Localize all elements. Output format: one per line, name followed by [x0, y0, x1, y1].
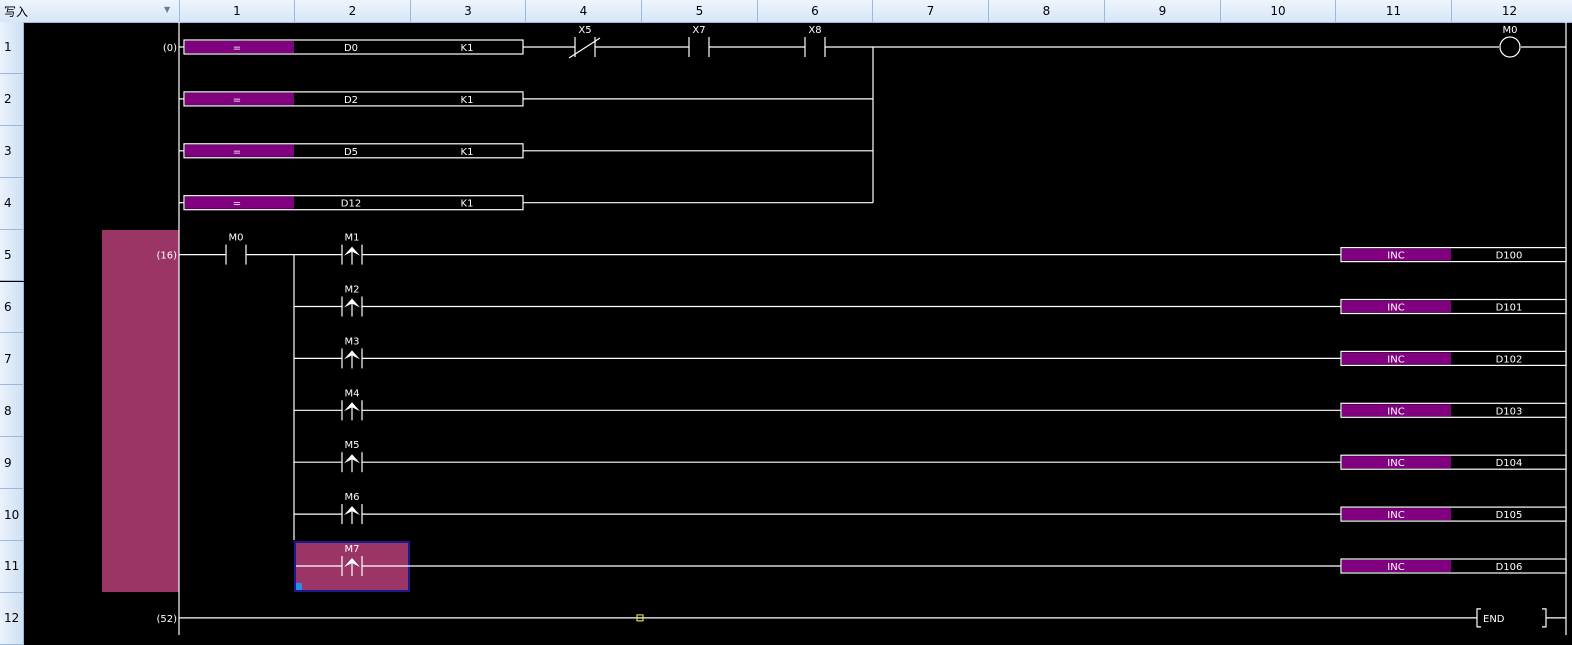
pulse-contact-label: M2 [345, 285, 360, 296]
coil-label: M0 [1503, 25, 1518, 36]
pulse-contact-label: M7 [345, 544, 360, 555]
row-header[interactable]: 7 [0, 333, 24, 386]
inc-instruction-box-instruction-cell [1342, 404, 1451, 417]
column-header: 4 [525, 0, 641, 22]
mode-label: 写入 [4, 5, 29, 19]
compare-operator: = [233, 43, 241, 54]
compare-operand-1: D12 [341, 199, 361, 210]
inc-operand: D105 [1496, 510, 1523, 521]
output-coil [1499, 36, 1521, 58]
step-number: (16) [156, 251, 177, 262]
column-header: 12 [1451, 0, 1567, 22]
rising-edge-arrow-icon [344, 350, 360, 360]
row-header[interactable]: 8 [0, 385, 24, 438]
compare-operand-1: D0 [344, 43, 358, 54]
compare-instruction-instruction-cell [185, 92, 294, 105]
inc-instruction-box-instruction-cell [1342, 300, 1451, 313]
inc-instruction: INC [1387, 510, 1404, 521]
column-header: 1 [179, 0, 294, 22]
inc-instruction: INC [1387, 562, 1404, 573]
row-header[interactable]: 2 [0, 73, 24, 126]
column-header: 6 [757, 0, 872, 22]
rising-edge-arrow-icon [344, 246, 360, 256]
compare-operand-2: K1 [461, 43, 474, 54]
inc-instruction: INC [1387, 406, 1404, 417]
pulse-contact-label: M4 [345, 388, 360, 399]
row-header[interactable]: 10 [0, 489, 24, 541]
compare-operator: = [233, 199, 241, 210]
pulse-contact-label: M5 [345, 440, 360, 451]
inc-operand: D106 [1496, 562, 1523, 573]
inc-instruction-box-instruction-cell [1342, 456, 1451, 469]
contact-x5-slash [568, 37, 601, 59]
row-header[interactable]: 6 [0, 281, 24, 334]
rising-edge-arrow-icon [344, 454, 360, 464]
column-header: 7 [872, 0, 988, 22]
rising-edge-arrow-icon [344, 298, 360, 308]
inc-operand: D104 [1496, 458, 1523, 469]
compare-operand-1: D5 [344, 147, 358, 158]
step-number: (0) [163, 43, 177, 54]
row-header[interactable]: 1 [0, 22, 24, 74]
compare-operand-1: D2 [344, 95, 358, 106]
compare-operand-2: K1 [461, 199, 474, 210]
contact-x5-label: X5 [578, 25, 591, 36]
column-header: 5 [641, 0, 757, 22]
column-header: 3 [410, 0, 525, 22]
inc-instruction-box-instruction-cell [1342, 248, 1451, 261]
compare-operand-2: K1 [461, 147, 474, 158]
inc-operand: D100 [1496, 251, 1523, 262]
rising-edge-arrow-icon [344, 402, 360, 412]
chevron-down-icon[interactable]: ▼ [164, 5, 171, 14]
compare-operator: = [233, 95, 241, 106]
inc-instruction: INC [1387, 354, 1404, 365]
pulse-contact-label: M1 [345, 233, 360, 244]
row-header[interactable]: 4 [0, 177, 24, 230]
inc-instruction-box-instruction-cell [1342, 508, 1451, 521]
column-header: 11 [1335, 0, 1451, 22]
inc-instruction: INC [1387, 458, 1404, 469]
column-header: 9 [1104, 0, 1220, 22]
inc-instruction: INC [1387, 251, 1404, 262]
step-number: (52) [156, 614, 177, 625]
inc-operand: D103 [1496, 406, 1523, 417]
row-header[interactable]: 3 [0, 125, 24, 178]
contact-m0-label: M0 [229, 233, 244, 244]
rising-edge-arrow-icon [344, 506, 360, 516]
column-header: 2 [294, 0, 410, 22]
contact-x8-label: X8 [808, 25, 821, 36]
inc-operand: D101 [1496, 303, 1523, 314]
inc-instruction-box-instruction-cell [1342, 352, 1451, 365]
inc-instruction-box-instruction-cell [1342, 560, 1451, 572]
compare-operand-2: K1 [461, 95, 474, 106]
contact-x7-label: X7 [692, 25, 705, 36]
rising-edge-arrow-icon [344, 558, 360, 567]
cursor-corner-icon [296, 583, 302, 590]
pulse-contact-label: M3 [345, 336, 360, 347]
compare-instruction-instruction-cell [185, 144, 294, 157]
column-header-bar: 写入 ▼ [0, 0, 1572, 23]
column-header: 10 [1220, 0, 1335, 22]
rung-selection-highlight [102, 230, 179, 592]
row-header[interactable]: 11 [0, 541, 24, 593]
compare-instruction-instruction-cell [185, 196, 294, 209]
compare-instruction-instruction-cell [185, 41, 294, 53]
compare-operator: = [233, 147, 241, 158]
inc-instruction: INC [1387, 303, 1404, 314]
inc-operand: D102 [1496, 354, 1523, 365]
pulse-contact-label: M6 [345, 492, 360, 503]
breakpoint-marker-icon [636, 614, 644, 622]
column-header: 8 [988, 0, 1104, 22]
end-instruction: END [1483, 614, 1505, 625]
row-header[interactable]: 5 [0, 229, 24, 282]
row-header[interactable]: 9 [0, 437, 24, 490]
